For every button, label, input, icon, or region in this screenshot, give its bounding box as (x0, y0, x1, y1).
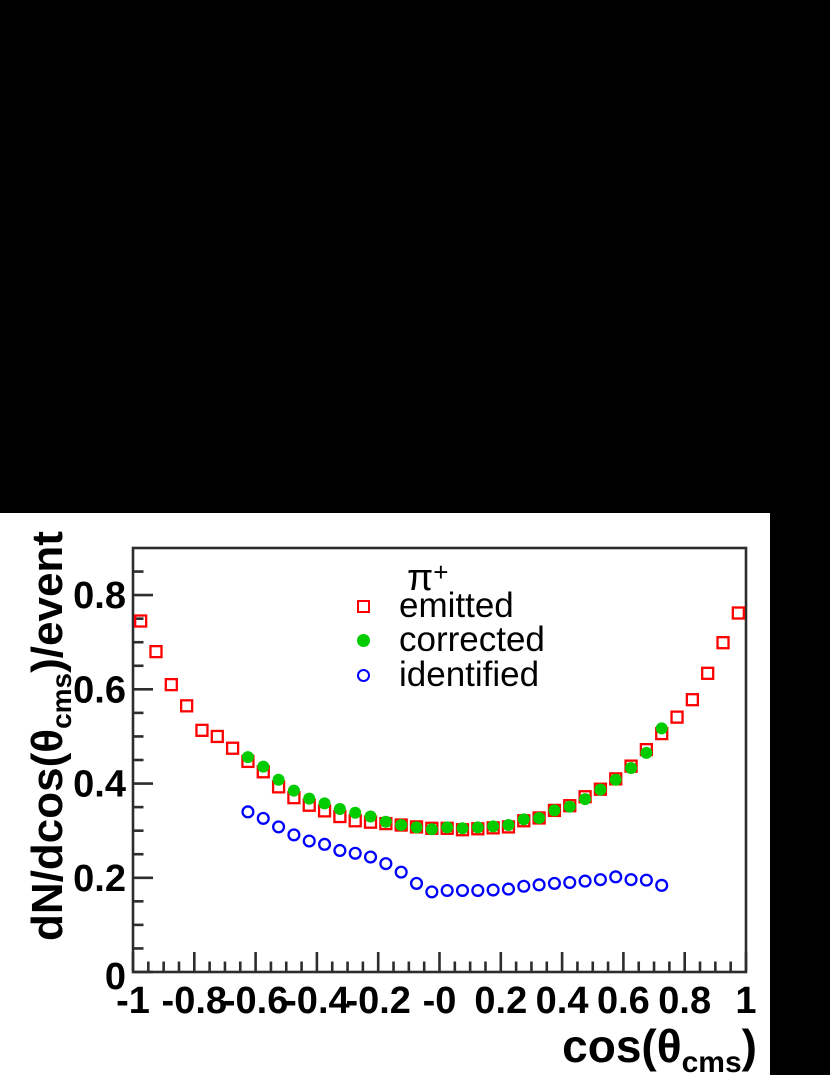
x-axis-title: cos(θcms) (562, 1020, 757, 1075)
y-tick-label: 0.2 (73, 858, 126, 900)
axis-tick-labels: -1 -0.8-0.6-0.4-0.2 -0 0.2 0.4 0.6 0.8 100.20.4… (73, 575, 756, 1022)
x-tick-label: 1 (735, 980, 756, 1022)
x-tick-label: 0.4 (536, 980, 589, 1022)
plot-frame (131, 546, 748, 974)
x-tick-label: -0 (423, 980, 457, 1022)
series-emitted (134, 606, 745, 837)
y-tick-label: 0.4 (73, 764, 126, 806)
y-axis-title-subscript: cms (46, 673, 77, 729)
x-tick-label: -0.4 (284, 980, 349, 1022)
x-tick-label: 0.2 (474, 980, 527, 1022)
y-tick-label: 0.8 (73, 575, 126, 617)
y-axis-title: dN/dcos(θcms)/event (23, 531, 77, 941)
x-tick-label: -0.2 (345, 980, 410, 1022)
chart-panel: -1 -0.8 -0.6 -0.4 -0.2 -0 0.2 0.4 0.6 0.8 1 0 0.2 0.4… (0, 513, 770, 1075)
series-identified (241, 805, 669, 899)
x-tick-label: 0.6 (597, 980, 650, 1022)
scatter-plot: -1 -0.8-0.6-0.4-0.2 -0 0.2 0.4 0.6 0.8 100.20.4… (23, 531, 757, 1075)
series-corrected (241, 722, 668, 836)
axis-ticks (131, 570, 748, 974)
x-tick-label: -1 (116, 980, 150, 1022)
x-axis-title-subscript: cms (682, 1046, 742, 1075)
x-tick-label: 0.8 (658, 980, 711, 1022)
y-tick-label: 0 (105, 956, 126, 998)
y-tick-label: 0.6 (73, 669, 126, 711)
x-tick-label: -0.6 (223, 980, 288, 1022)
x-tick-label: -0.8 (162, 980, 227, 1022)
data-markers (134, 606, 745, 899)
